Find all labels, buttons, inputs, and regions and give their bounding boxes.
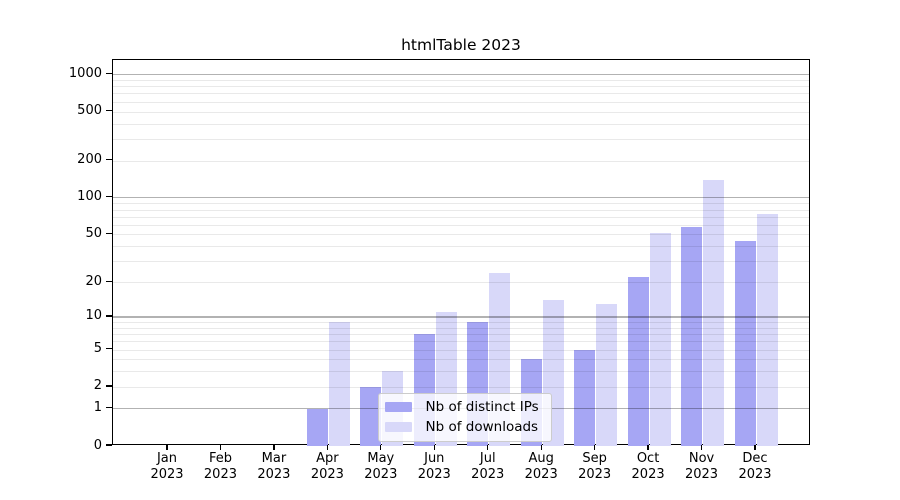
legend-item-downloads: Nb of downloads [384,419,539,436]
bar-distinct-ips-3 [306,408,328,446]
y-tick-label-100: 100 [77,189,102,205]
chart-title: htmlTable 2023 [401,36,521,54]
y-tick-500 [106,109,112,112]
gridline-minor-8 [113,327,809,329]
x-tick-2 [273,444,275,450]
plot-area [112,58,810,446]
bar-downloads-10 [703,179,725,446]
gridline-minor-20 [113,282,809,284]
x-tick-8 [593,444,596,450]
legend-item-distinct-ips: Nb of distinct IPs [384,399,539,416]
y-tick-label-1: 1 [93,400,102,416]
x-tick-label-4: May 2023 [364,451,398,482]
gridline-minor-7 [113,334,809,336]
x-tick-label-10: Nov 2023 [684,451,719,482]
gridline-minor-70 [113,216,809,218]
gridline-minor-800 [113,86,809,88]
bar-downloads-9 [649,233,671,446]
gridline-minor-500 [113,111,809,113]
x-tick-11 [754,444,756,450]
x-tick-label-6: Jul 2023 [471,451,505,482]
y-tick-label-2: 2 [93,378,102,394]
gridline-minor-300 [113,138,809,140]
legend-swatch-downloads [384,422,412,432]
gridline-major-100 [113,197,809,199]
y-tick-50 [106,232,112,235]
x-tick-label-7: Aug 2023 [524,451,558,482]
bar-downloads-3 [328,322,350,446]
x-tick-label-8: Sep 2023 [578,451,612,482]
y-tick-200 [106,159,112,161]
legend-label-distinct-ips: Nb of distinct IPs [425,399,539,415]
y-tick-1 [106,407,112,409]
y-tick-10 [106,315,112,317]
y-tick-0 [106,444,112,446]
x-tick-0 [166,444,168,450]
y-tick-1000 [106,72,112,74]
gridline-minor-900 [113,79,809,81]
y-tick-20 [106,280,112,282]
gridline-minor-200 [113,160,809,162]
legend: Nb of distinct IPs Nb of downloads [377,392,552,442]
x-tick-9 [647,444,649,450]
bar-distinct-ips-8 [574,349,596,446]
x-tick-label-3: Apr 2023 [310,451,344,482]
bar-distinct-ips-4 [360,386,382,446]
y-tick-label-50: 50 [85,225,102,241]
x-tick-5 [433,444,435,450]
x-tick-10 [700,444,703,450]
gridline-major-1000 [113,73,809,75]
x-tick-label-1: Feb 2023 [203,451,237,482]
gridline-minor-400 [113,123,809,125]
legend-swatch-distinct-ips [384,402,412,412]
y-tick-label-500: 500 [77,103,102,119]
y-tick-label-0: 0 [93,437,102,453]
bar-distinct-ips-9 [627,277,649,446]
x-tick-7 [540,444,542,450]
gridline-minor-2 [113,386,809,388]
gridline-minor-700 [113,93,809,95]
grid-layer [113,60,809,445]
y-tick-label-20: 20 [85,273,102,289]
gridline-minor-3 [113,371,809,373]
x-tick-label-9: Oct 2023 [631,451,665,482]
gridline-minor-600 [113,101,809,103]
gridline-minor-90 [113,203,809,205]
gridline-minor-4 [113,359,809,361]
y-tick-100 [106,196,112,198]
gridline-minor-60 [113,224,809,226]
y-tick-5 [106,347,112,350]
bar-distinct-ips-11 [734,241,756,446]
bar-downloads-11 [756,213,778,446]
y-tick-2 [106,385,112,387]
gridline-minor-6 [113,341,809,343]
y-tick-label-10: 10 [85,308,102,324]
gridline-minor-30 [113,261,809,263]
x-tick-label-0: Jan 2023 [150,451,184,482]
y-tick-label-5: 5 [93,341,102,357]
bar-distinct-ips-10 [681,226,703,446]
gridline-minor-5 [113,349,809,351]
bar-downloads-8 [596,304,618,446]
gridline-minor-80 [113,209,809,211]
x-tick-6 [487,444,489,450]
legend-label-downloads: Nb of downloads [425,419,539,435]
x-tick-4 [380,444,382,450]
x-tick-label-11: Dec 2023 [738,451,772,482]
x-tick-label-5: Jun 2023 [417,451,451,482]
gridline-minor-50 [113,234,809,236]
x-tick-1 [219,444,222,450]
y-tick-label-200: 200 [77,152,102,168]
x-tick-3 [326,444,328,450]
gridline-major-10 [113,316,809,318]
gridline-minor-40 [113,246,809,248]
y-tick-label-1000: 1000 [68,65,102,81]
x-tick-label-2: Mar 2023 [257,451,291,482]
gridline-minor-9 [113,322,809,324]
